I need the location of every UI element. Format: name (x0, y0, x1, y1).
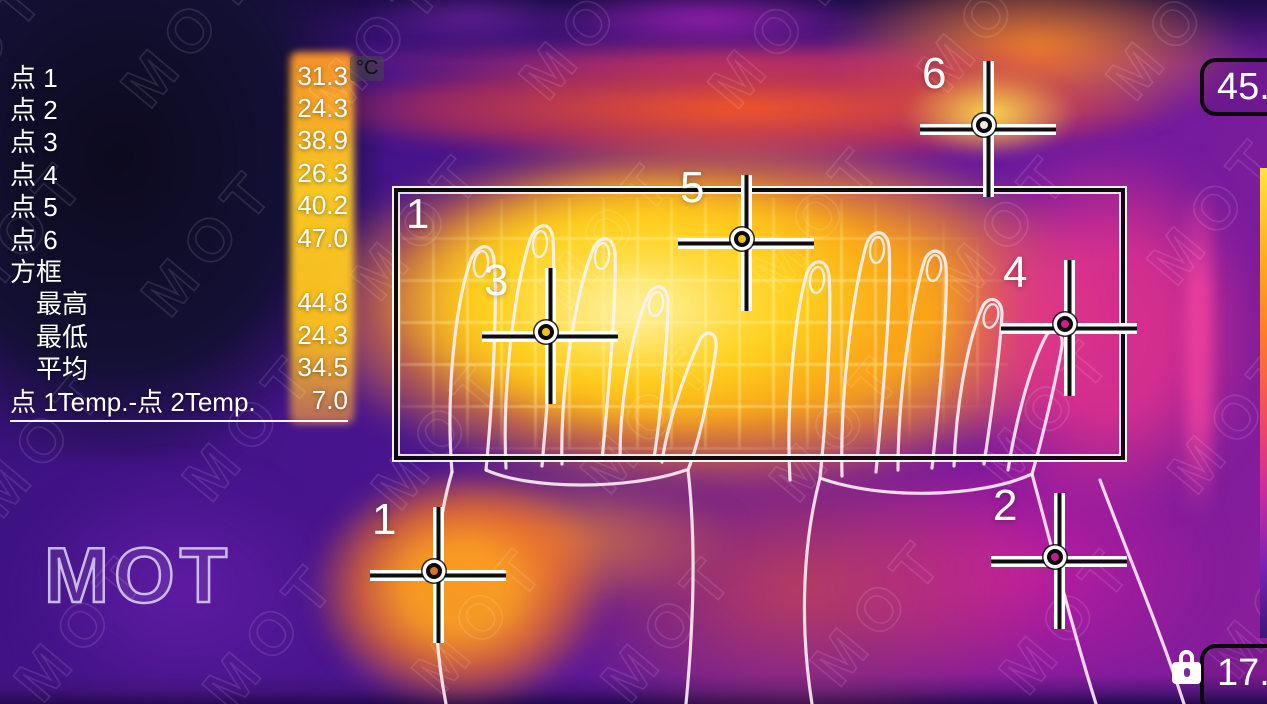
readout-panel: 点 1 31.3 点 2 24.3 点 3 38.9 点 4 26.3 点 5 40.2 点 6 47… (10, 60, 348, 423)
readout-row: 点 3 38.9 (10, 125, 348, 157)
lock-keyhole (1184, 668, 1190, 677)
scale-max-badge: 45. (1200, 58, 1267, 116)
scale-min-badge: 17. (1200, 644, 1267, 704)
readout-label: 点 3 (10, 127, 58, 158)
marker-point-2[interactable]: 2 (991, 481, 1127, 629)
readout-label: 平均 (36, 354, 89, 385)
marker-center-dot (734, 231, 750, 247)
marker-point-4[interactable]: 4 (1001, 248, 1137, 396)
scale-max-value: 45. (1217, 66, 1267, 108)
marker-point-3[interactable]: 3 (482, 256, 618, 404)
marker-number-label: 2 (993, 481, 1018, 530)
readout-row: 点 1Temp.-点 2Temp. 7.0 (10, 384, 348, 417)
scale-min-value: 17. (1217, 652, 1267, 694)
readout-row: 点 2 24.3 (10, 92, 348, 126)
readout-row: 点 6 47.0 (10, 222, 348, 255)
readout-value: 26.3 (297, 157, 348, 188)
readout-value: 24.3 (297, 319, 348, 350)
marker-number-label: 5 (680, 163, 705, 212)
marker-point-5[interactable]: 5 (678, 163, 814, 311)
readout-value: 31.3 (297, 60, 348, 91)
marker-center-dot (538, 324, 554, 340)
readout-value: 40.2 (297, 190, 348, 221)
readout-row: 点 4 26.3 (10, 157, 348, 190)
temperature-scale-bar (1260, 168, 1267, 638)
marker-number-label: 3 (484, 256, 509, 305)
marker-number-label: 4 (1003, 248, 1028, 297)
readout-label: 方框 (10, 257, 63, 288)
readout-value: 34.5 (297, 352, 348, 383)
readout-label: 最高 (36, 289, 89, 320)
readout-value: 47.0 (297, 222, 348, 253)
readout-label: 点 6 (10, 224, 58, 255)
marker-center-dot (1047, 549, 1063, 565)
readout-label: 点 1Temp.-点 2Temp. (10, 386, 256, 417)
lock-icon[interactable] (1172, 650, 1202, 690)
readout-value: 44.8 (297, 287, 348, 318)
readout-label: 点 1 (10, 62, 58, 93)
marker-number-label: 1 (372, 495, 397, 544)
readout-row: 方框 (10, 254, 348, 288)
readout-row: 最高 44.8 (10, 287, 348, 319)
readout-label: 点 2 (10, 95, 58, 126)
measurement-box-label: 1 (406, 190, 430, 237)
marker-center-dot (976, 117, 992, 133)
temperature-unit-label: °C (350, 56, 385, 81)
readout-label: 最低 (36, 321, 89, 352)
readout-row: 最低 24.3 (10, 319, 348, 352)
readout-value: 7.0 (311, 384, 348, 415)
readout-row: 点 5 40.2 (10, 190, 348, 222)
marker-point-6[interactable]: 6 (920, 49, 1056, 197)
marker-center-dot (426, 563, 442, 579)
readout-value: 24.3 (297, 93, 348, 124)
lock-shackle (1179, 650, 1194, 664)
readout-label: 点 5 (10, 192, 58, 223)
brand-logo: MOT (43, 530, 233, 621)
marker-point-1[interactable]: 1 (370, 495, 506, 643)
readout-row: 点 1 31.3 (10, 60, 348, 93)
readout-value: 38.9 (297, 125, 348, 156)
marker-center-dot (1057, 316, 1073, 332)
readout-label: 点 4 (10, 159, 58, 190)
readout-underline (10, 420, 348, 423)
readout-row: 平均 34.5 (10, 352, 348, 384)
marker-number-label: 6 (922, 49, 947, 98)
